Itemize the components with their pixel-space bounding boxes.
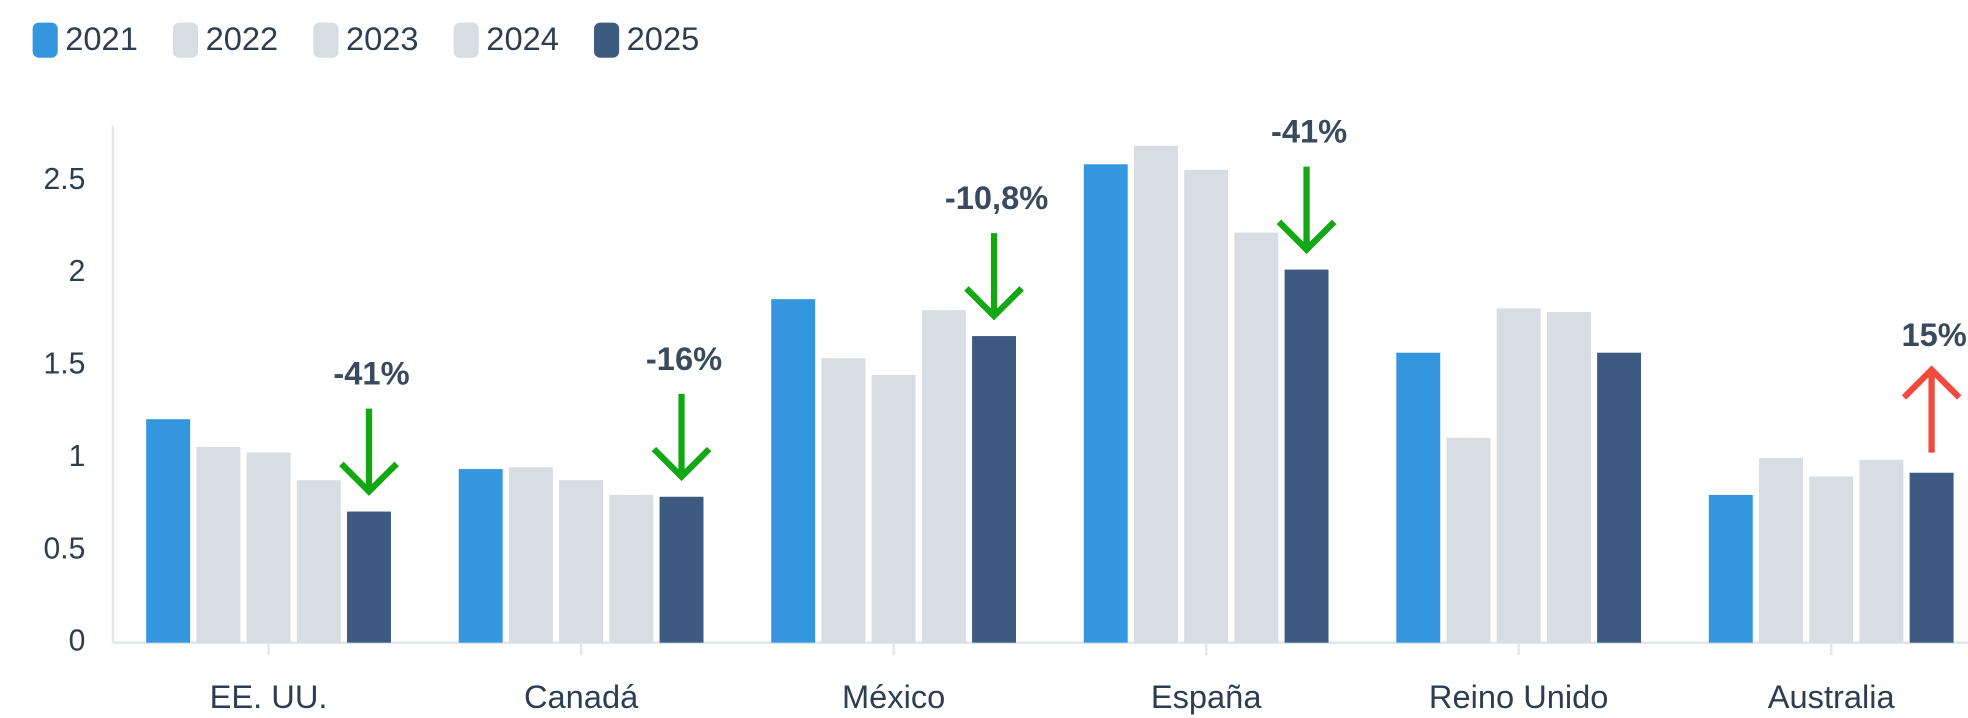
bar (246, 452, 291, 643)
y-tick-label: 2 (69, 255, 86, 288)
x-tick-label: Reino Unido (1429, 678, 1609, 715)
x-tick-label: EE. UU. (210, 678, 328, 715)
bar (921, 310, 966, 643)
bar (1083, 164, 1128, 643)
bar (1597, 352, 1642, 643)
y-tick-label: 2.5 (43, 163, 85, 196)
bar (146, 419, 191, 643)
bar (972, 336, 1017, 643)
arrow (964, 233, 1024, 321)
annotation: 15% (1901, 316, 1966, 353)
bar (347, 511, 391, 643)
arrow (1276, 166, 1337, 254)
legend-label: 2022 (206, 20, 279, 57)
x-tick-label: México (842, 678, 945, 715)
bar (609, 494, 654, 643)
y-tick-label: 1.5 (43, 348, 85, 381)
bar (296, 480, 341, 643)
bar (458, 469, 503, 643)
bar (508, 467, 553, 643)
arrow (1901, 365, 1962, 453)
legend-swatch (453, 22, 479, 58)
bar (659, 496, 704, 643)
bar (771, 299, 816, 643)
arrow (339, 408, 399, 496)
arrow (651, 393, 712, 482)
y-tick-label: 0.5 (43, 532, 85, 565)
annotation: -10,8% (945, 179, 1048, 216)
bar (1809, 476, 1854, 643)
bar (1396, 352, 1441, 643)
legend-label: 2023 (346, 20, 419, 57)
bar (1446, 437, 1491, 643)
y-tick-label: 1 (69, 440, 86, 473)
bar (1234, 232, 1279, 643)
legend-swatch (32, 22, 58, 58)
bar (1859, 459, 1904, 643)
x-tick-label: España (1151, 678, 1263, 715)
legend-swatch (313, 22, 339, 58)
legend-swatch (172, 22, 199, 58)
bar (1759, 457, 1803, 643)
legend-label: 2025 (627, 20, 700, 57)
x-tick-label: Australia (1768, 678, 1896, 715)
bar (1496, 308, 1541, 643)
annotation: -41% (1271, 113, 1347, 150)
x-tick-label: Canadá (524, 678, 639, 715)
legend-label: 2024 (486, 20, 559, 57)
bar (196, 446, 241, 643)
y-tick-label: 0 (69, 625, 86, 658)
bar (821, 358, 866, 643)
bar (1708, 494, 1753, 643)
bar (871, 374, 916, 643)
bar (1133, 145, 1178, 643)
bar (1284, 269, 1329, 643)
annotation: -16% (646, 340, 722, 377)
annotation: -41% (333, 355, 409, 392)
bar (559, 480, 604, 643)
legend-label: 2021 (65, 20, 138, 57)
bar (1184, 169, 1229, 643)
bar (1909, 472, 1954, 643)
legend-swatch (594, 22, 620, 58)
bar (1546, 312, 1591, 643)
